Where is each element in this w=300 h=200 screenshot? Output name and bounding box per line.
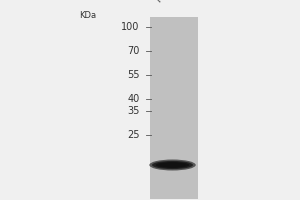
- Ellipse shape: [152, 161, 193, 169]
- Text: KDa: KDa: [79, 11, 96, 20]
- Text: MCF-7: MCF-7: [154, 0, 179, 4]
- Text: 40: 40: [127, 94, 140, 104]
- Bar: [150, 17, 198, 199]
- Ellipse shape: [149, 160, 196, 170]
- Text: 35: 35: [127, 106, 140, 116]
- Ellipse shape: [156, 162, 189, 168]
- Text: 25: 25: [127, 130, 140, 140]
- Text: 100: 100: [121, 22, 140, 32]
- Text: 70: 70: [127, 46, 140, 56]
- Ellipse shape: [160, 163, 185, 167]
- Text: 55: 55: [127, 70, 140, 80]
- Ellipse shape: [164, 163, 181, 167]
